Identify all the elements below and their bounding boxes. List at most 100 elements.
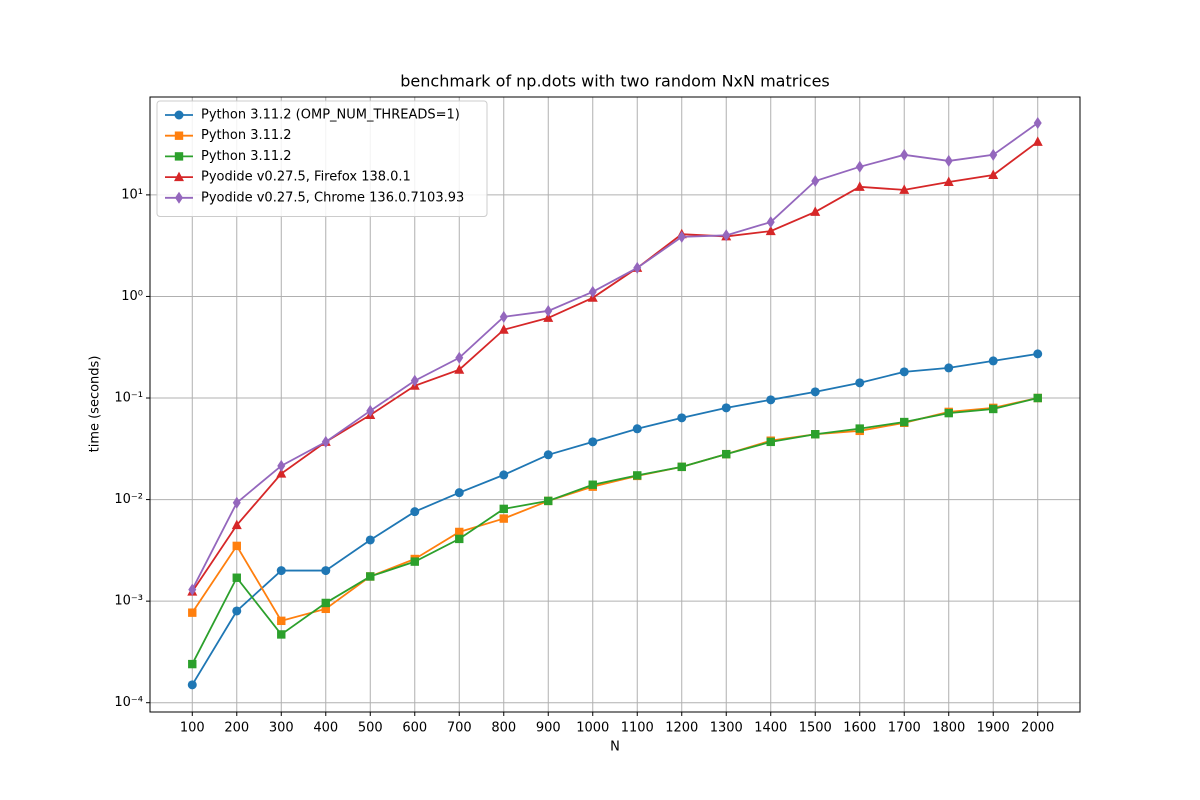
point — [766, 437, 775, 447]
point — [989, 148, 998, 161]
point — [366, 572, 375, 581]
x-tick-label: 500 — [358, 721, 383, 736]
point — [410, 507, 420, 517]
point — [722, 229, 731, 242]
point — [544, 496, 553, 506]
legend-marker — [174, 131, 184, 140]
point — [544, 304, 553, 317]
line — [191, 122, 1039, 590]
point — [855, 160, 864, 173]
legend-marker — [174, 110, 184, 120]
legend-box — [156, 100, 488, 217]
y-tick-label: 10⁻² — [114, 492, 143, 507]
legend-label: Python 3.11.2 (OMP_NUM_THREADS=1) — [201, 108, 460, 123]
point — [455, 351, 464, 364]
point — [1033, 393, 1042, 403]
point — [321, 604, 330, 614]
point — [988, 169, 999, 179]
point — [232, 573, 241, 582]
point — [410, 374, 419, 387]
point — [722, 449, 731, 459]
point — [677, 413, 687, 423]
point — [588, 285, 597, 298]
legend-label: Python 3.11.2 — [201, 128, 292, 143]
point — [543, 450, 553, 460]
point — [944, 408, 953, 418]
point — [188, 583, 197, 596]
point — [721, 403, 731, 413]
point — [810, 206, 821, 216]
point — [765, 225, 776, 236]
point — [811, 430, 820, 439]
y-tick-label: 10⁻¹ — [114, 391, 143, 406]
point — [499, 514, 508, 523]
point — [988, 356, 998, 366]
point — [766, 216, 775, 229]
series — [187, 349, 1043, 690]
line — [191, 352, 1038, 686]
point — [1033, 349, 1043, 359]
y-tick-label: 10⁰ — [121, 289, 143, 304]
y-tick-label: 10⁻³ — [114, 594, 143, 609]
point — [187, 680, 197, 690]
point — [855, 424, 864, 433]
point — [543, 312, 554, 322]
point — [899, 184, 910, 194]
point — [454, 364, 465, 374]
x-tick-label: 300 — [269, 721, 294, 736]
legend-label: Python 3.11.2 — [201, 149, 292, 164]
point — [633, 261, 642, 274]
legend-marker — [174, 171, 184, 182]
line — [191, 397, 1038, 665]
point — [677, 462, 686, 472]
point — [188, 659, 197, 669]
point — [899, 367, 909, 377]
x-tick-label: 600 — [402, 721, 427, 736]
point — [455, 534, 464, 544]
point — [943, 176, 954, 186]
point — [277, 459, 286, 472]
point — [499, 470, 509, 480]
point — [633, 471, 642, 480]
x-tick-label: 700 — [447, 721, 472, 736]
x-tick-label: 1700 — [888, 721, 921, 736]
point — [232, 606, 242, 616]
point — [410, 557, 419, 566]
x-tick-label: 1500 — [799, 721, 832, 736]
x-tick-label: 1800 — [932, 721, 965, 736]
point — [766, 395, 776, 405]
series — [188, 117, 1042, 596]
point — [232, 496, 241, 509]
x-tick-label: 1300 — [710, 721, 743, 736]
point — [900, 417, 909, 427]
point — [677, 230, 686, 243]
point — [321, 598, 330, 608]
point — [811, 175, 820, 188]
y-tick-label: 10¹ — [121, 187, 143, 202]
point — [232, 541, 241, 551]
point — [365, 535, 375, 545]
plot-frame — [149, 96, 1081, 713]
point — [944, 363, 954, 373]
x-tick-label: 200 — [224, 721, 249, 736]
legend-marker — [174, 152, 184, 161]
point — [944, 154, 953, 167]
x-tick-label: 1400 — [754, 721, 787, 736]
x-tick-label: 400 — [313, 721, 338, 736]
x-tick-label: 100 — [180, 721, 205, 736]
point — [588, 437, 598, 447]
point — [1033, 117, 1042, 130]
point — [321, 566, 331, 576]
point — [1032, 136, 1043, 146]
point — [499, 310, 508, 323]
point — [632, 424, 642, 434]
legend-marker — [175, 191, 183, 204]
point — [321, 435, 330, 448]
point — [277, 630, 286, 639]
point — [455, 527, 464, 537]
point — [989, 404, 998, 414]
x-tick-label: 2000 — [1021, 721, 1054, 736]
point — [810, 387, 820, 397]
x-tick-label: 900 — [536, 721, 561, 736]
point — [900, 148, 909, 161]
